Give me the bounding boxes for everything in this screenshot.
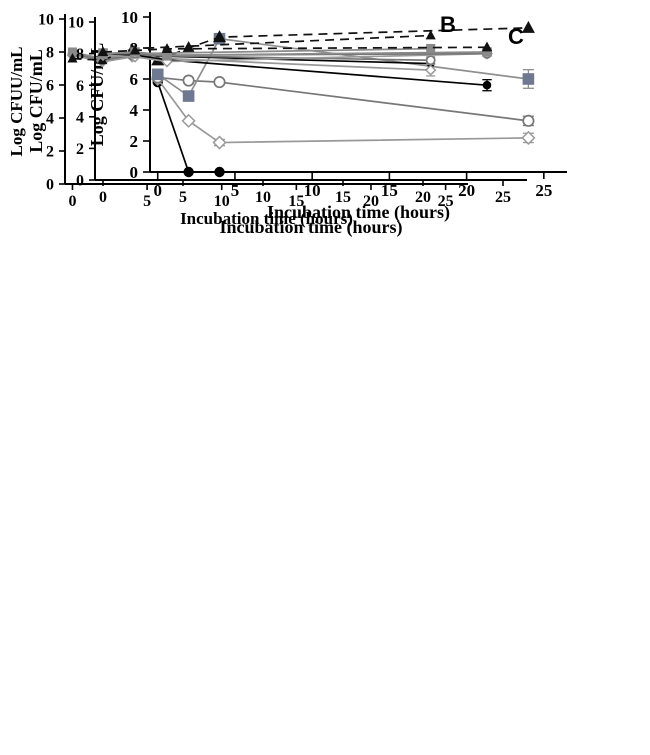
svg-text:10: 10 [38, 12, 54, 29]
svg-text:Incubation time (hours): Incubation time (hours) [267, 202, 450, 223]
svg-text:25: 25 [438, 193, 454, 210]
svg-text:15: 15 [335, 189, 351, 206]
svg-text:0: 0 [76, 173, 84, 190]
svg-text:5: 5 [143, 193, 151, 210]
svg-text:8: 8 [76, 46, 84, 63]
svg-text:Incubation time (hours): Incubation time (hours) [219, 217, 402, 238]
svg-text:20: 20 [458, 181, 475, 200]
svg-text:0: 0 [46, 177, 54, 194]
svg-text:8: 8 [46, 45, 54, 62]
svg-text:10: 10 [121, 8, 138, 27]
svg-text:15: 15 [381, 181, 398, 200]
svg-text:10: 10 [255, 189, 271, 206]
svg-text:6: 6 [76, 78, 84, 95]
svg-text:5: 5 [179, 189, 187, 206]
svg-text:Log CFU/mL: Log CFU/mL [87, 43, 107, 147]
svg-text:4: 4 [76, 109, 84, 126]
svg-text:15: 15 [288, 193, 304, 210]
svg-text:6: 6 [46, 78, 54, 95]
svg-text:4: 4 [46, 111, 54, 128]
svg-text:C: C [508, 24, 524, 49]
svg-text:25: 25 [495, 189, 511, 206]
panel-c: 0 5 10 15 20 25 0 2 4 6 8 10 Incubation time (hours)… [0, 0, 650, 260]
svg-text:10: 10 [304, 181, 321, 200]
svg-text:6: 6 [130, 70, 139, 89]
svg-text:Incubation time (hours): Incubation time (hours) [180, 209, 353, 228]
svg-text:2: 2 [130, 132, 139, 151]
svg-text:5: 5 [231, 181, 240, 200]
svg-text:0: 0 [68, 193, 76, 210]
svg-text:10: 10 [68, 15, 84, 32]
svg-text:0: 0 [130, 163, 139, 182]
svg-text:20: 20 [415, 189, 431, 206]
svg-text:0: 0 [99, 189, 107, 206]
svg-text:4: 4 [130, 101, 139, 120]
svg-text:B: B [440, 12, 456, 37]
svg-text:20: 20 [363, 193, 379, 210]
svg-text:10: 10 [214, 193, 230, 210]
svg-text:Log CFUU/mL: Log CFUU/mL [7, 46, 26, 156]
svg-text:0: 0 [153, 181, 162, 200]
svg-text:2: 2 [46, 144, 54, 161]
svg-text:2: 2 [76, 141, 84, 158]
svg-text:Log CFU/mL: Log CFU/mL [26, 49, 46, 153]
svg-text:25: 25 [535, 181, 552, 200]
